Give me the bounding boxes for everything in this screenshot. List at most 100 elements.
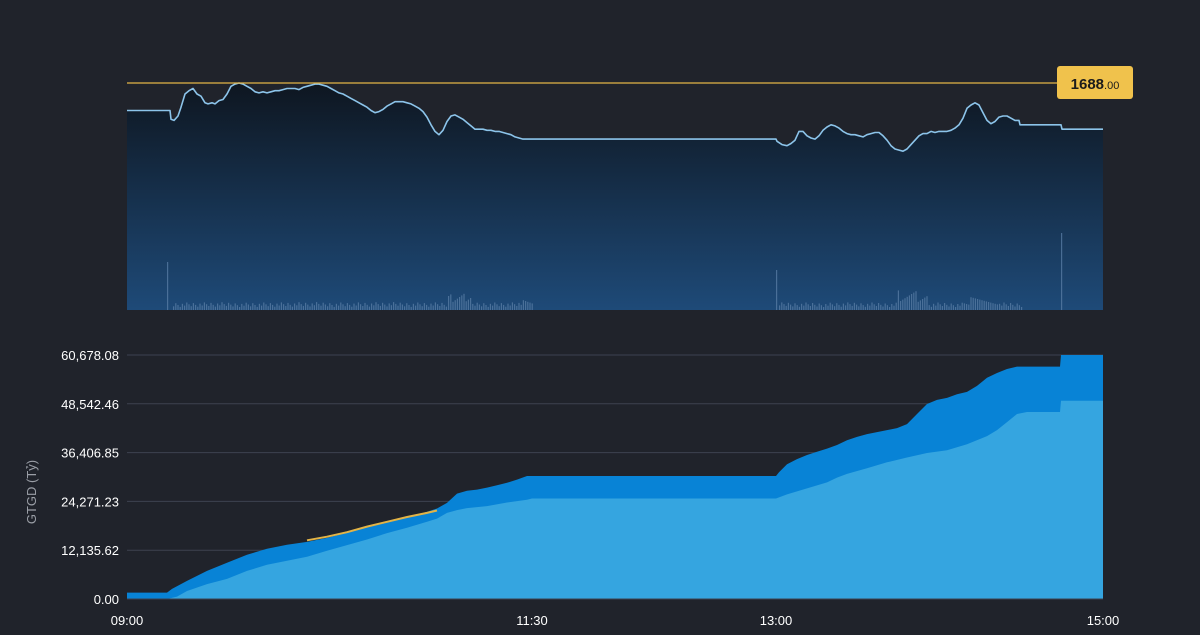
volume-bar — [900, 301, 902, 310]
volume-bar — [827, 305, 829, 310]
volume-bar — [344, 306, 346, 311]
volume-bar — [410, 306, 412, 311]
volume-bar — [463, 293, 465, 310]
volume-bar — [349, 304, 351, 310]
volume-bar — [875, 306, 877, 310]
volume-bar — [322, 302, 324, 311]
volume-bar — [243, 305, 245, 310]
volume-bar — [511, 302, 513, 311]
volume-bar — [386, 306, 388, 310]
volume-bar — [527, 301, 529, 310]
volume-bar — [313, 305, 315, 311]
volume-bar — [426, 304, 428, 310]
volume-bar — [331, 305, 333, 310]
volume-bar — [941, 306, 943, 310]
volume-bar — [173, 306, 175, 310]
volume-bar — [834, 306, 836, 310]
volume-bar — [917, 301, 919, 310]
volume-bar — [247, 304, 249, 311]
volume-bar — [829, 302, 831, 311]
volume-bar — [245, 302, 247, 311]
volume-bar — [525, 301, 527, 310]
reference-badge-label: 1688.00 — [1071, 76, 1120, 93]
volume-bar — [351, 306, 353, 310]
volume-bar — [860, 303, 862, 310]
volume-bar — [933, 303, 935, 310]
volume-bar — [809, 306, 811, 310]
volume-bar — [443, 304, 445, 311]
volume-bar — [366, 304, 368, 311]
volume-bar — [886, 305, 888, 310]
volume-bar — [399, 302, 401, 311]
volume-bar — [393, 302, 395, 310]
volume-bar — [849, 304, 851, 310]
volume-spike-close — [1061, 233, 1063, 310]
volume-bar — [430, 303, 432, 310]
volume-bar — [1005, 304, 1007, 311]
volume-bar — [298, 302, 300, 310]
volume-bar — [265, 304, 267, 310]
volume-bar — [401, 304, 403, 311]
volume-bar — [507, 303, 509, 310]
volume-bar — [818, 303, 820, 311]
volume-bar — [904, 298, 906, 310]
volume-bar — [516, 306, 518, 310]
volume-spike-open — [167, 262, 169, 310]
volume-bar — [864, 306, 866, 310]
volume-bar — [177, 305, 179, 310]
volume-bar — [283, 304, 285, 310]
volume-bar — [779, 305, 781, 310]
volume-bar — [311, 303, 313, 311]
volume-bar — [915, 291, 917, 310]
volume-bar — [379, 305, 381, 311]
volume-bar — [1001, 305, 1003, 311]
y-tick-label: 48,542.46 — [61, 397, 119, 412]
volume-bar — [272, 304, 274, 310]
volume-bar — [338, 305, 340, 310]
volume-bar — [192, 303, 194, 311]
volume-bar — [239, 307, 241, 310]
volume-bar — [505, 306, 507, 310]
volume-bar — [452, 301, 454, 310]
volume-bar — [970, 297, 972, 310]
volume-bar — [203, 302, 205, 311]
volume-bar — [935, 305, 937, 311]
volume-bar — [302, 305, 304, 311]
volume-bar — [825, 304, 827, 311]
volume-bar — [320, 305, 322, 310]
volume-bar — [990, 302, 992, 310]
volume-bar — [179, 306, 181, 311]
volume-bar — [798, 306, 800, 310]
volume-bar — [812, 303, 814, 310]
reference-badge — [1057, 66, 1133, 99]
volume-bar — [278, 305, 280, 311]
volume-bar — [884, 303, 886, 311]
volume-bar — [206, 304, 208, 310]
volume-bar — [232, 306, 234, 310]
volume-bar — [950, 303, 952, 311]
volume-bar — [481, 306, 483, 310]
volume-bar — [981, 300, 983, 310]
volume-bar — [979, 299, 981, 310]
volume-bar — [368, 306, 370, 311]
volume-bar — [485, 305, 487, 310]
volume-bar — [221, 302, 223, 310]
volume-bar — [897, 290, 899, 310]
volume-bar — [461, 295, 463, 310]
volume-bar — [256, 306, 258, 311]
volume-bar — [783, 304, 785, 310]
volume-bar — [794, 303, 796, 310]
volume-bar — [195, 304, 197, 310]
volume-bar — [333, 306, 335, 311]
volume-bar — [223, 304, 225, 311]
volume-bar — [357, 302, 359, 311]
volume-bar — [520, 304, 522, 311]
volume-bar — [845, 305, 847, 310]
volume-bar — [871, 302, 873, 310]
volume-bar — [197, 306, 199, 310]
reference-value-main: 1688 — [1071, 76, 1104, 93]
volume-bar — [346, 303, 348, 311]
volume-bar — [186, 302, 188, 310]
